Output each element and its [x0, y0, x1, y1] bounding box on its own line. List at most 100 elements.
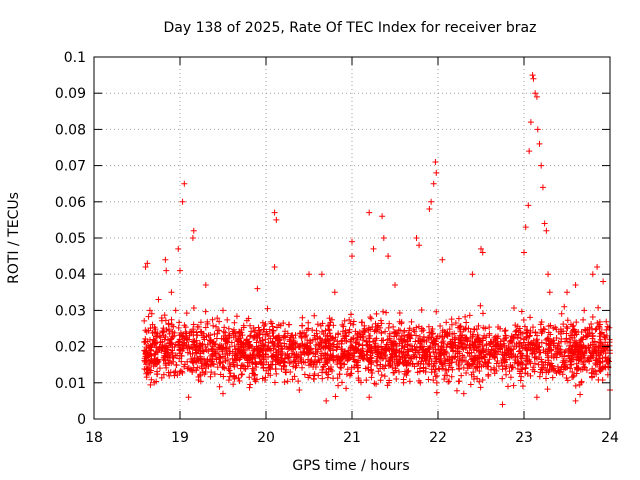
data-point [269, 329, 276, 336]
data-point [207, 337, 214, 344]
data-point [190, 321, 197, 328]
data-point [495, 323, 502, 330]
data-point [365, 364, 372, 371]
data-point [157, 339, 164, 346]
data-point [280, 320, 287, 327]
data-point [335, 331, 342, 338]
data-point [597, 330, 604, 337]
y-tick-label: 0.1 [64, 50, 86, 66]
data-point [597, 339, 604, 346]
data-point [231, 374, 238, 381]
data-point [167, 336, 174, 343]
data-point [363, 377, 370, 384]
axis-ticks: 0 0.01 0.02 0.03 0.04 0.05 0.06 0.07 0.08 0.09 0.1… [55, 50, 619, 446]
data-point [442, 358, 449, 365]
data-point [545, 357, 552, 364]
data-point [378, 349, 385, 356]
data-point [580, 316, 587, 323]
data-point [573, 360, 580, 367]
x-tick-label: 23 [515, 430, 533, 446]
data-point [462, 357, 469, 364]
data-point [428, 366, 435, 373]
data-point [460, 364, 467, 371]
data-point [406, 378, 413, 385]
data-point [372, 327, 379, 334]
data-point [317, 335, 324, 342]
data-point [479, 335, 486, 342]
data-point [518, 308, 525, 315]
data-point-peak [392, 282, 398, 289]
data-point [531, 368, 538, 375]
data-point [303, 327, 310, 334]
data-point-peak [162, 256, 169, 263]
data-point [586, 324, 593, 331]
data-point [252, 361, 259, 368]
data-point [251, 355, 258, 362]
data-point [380, 308, 387, 315]
data-point [485, 360, 492, 367]
data-point [491, 366, 498, 373]
data-point [259, 319, 266, 326]
data-point [501, 359, 508, 366]
data-point-peak [533, 93, 540, 100]
data-point [314, 346, 321, 353]
data-point [320, 352, 327, 359]
data-point [508, 364, 515, 371]
data-point [538, 330, 545, 337]
data-point [535, 344, 542, 351]
data-point [170, 332, 177, 339]
data-point-peak [541, 220, 548, 227]
data-point [404, 369, 411, 376]
data-point [426, 355, 433, 362]
data-point [385, 324, 392, 331]
data-point [252, 327, 259, 334]
data-point [556, 349, 563, 356]
data-point [325, 343, 332, 350]
data-point-peak [543, 227, 550, 234]
data-point-peak [349, 253, 355, 260]
data-point [453, 387, 460, 394]
data-point [440, 350, 447, 357]
data-point [382, 348, 389, 355]
data-point [600, 331, 607, 338]
data-point-peak [529, 72, 536, 79]
data-point [380, 355, 387, 362]
data-point [392, 365, 399, 372]
data-point [524, 358, 531, 365]
data-point [408, 345, 415, 352]
data-point [176, 355, 183, 362]
data-point [209, 352, 216, 359]
data-point [246, 374, 253, 381]
data-point [329, 368, 336, 375]
data-point [145, 313, 152, 320]
data-point [248, 328, 255, 335]
data-point [432, 338, 439, 345]
data-point [234, 362, 241, 369]
data-point [358, 319, 365, 326]
data-point [161, 312, 168, 319]
data-point [313, 327, 320, 334]
data-point [432, 341, 439, 348]
data-point [311, 376, 318, 383]
data-point [459, 352, 466, 359]
data-point [226, 373, 233, 380]
data-point [463, 319, 470, 326]
data-point [394, 330, 401, 337]
data-point [470, 358, 477, 365]
data-point [184, 344, 191, 351]
data-point [290, 363, 297, 370]
data-point [221, 365, 228, 372]
data-point [251, 346, 258, 353]
data-point [487, 340, 494, 347]
data-point-peak [181, 180, 188, 187]
data-point [378, 320, 385, 327]
data-point [384, 382, 391, 389]
data-point [399, 354, 406, 361]
data-point [264, 305, 271, 312]
data-point-peak [416, 242, 423, 249]
data-point [448, 373, 455, 380]
data-point [563, 330, 570, 337]
data-point [505, 351, 512, 358]
data-point [274, 358, 281, 365]
data-point [241, 346, 248, 353]
